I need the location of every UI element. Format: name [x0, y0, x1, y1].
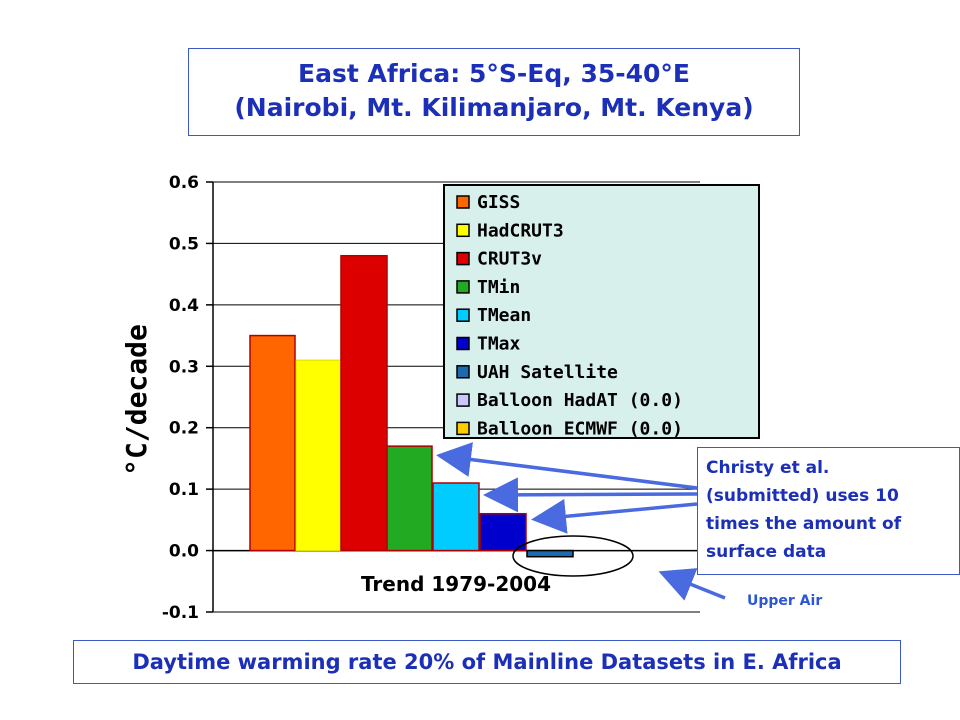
annotation-text: Christy et al. (submitted) uses 10 times… [706, 458, 902, 562]
annotation-arrow [531, 498, 698, 534]
chart-bars [249, 254, 574, 558]
legend-swatch [456, 336, 470, 351]
legend-swatch [456, 365, 470, 379]
y-tick-label: 0.0 [169, 542, 199, 562]
y-tick-label: 0.3 [169, 357, 199, 377]
legend-swatch [456, 223, 470, 238]
legend-label: TMax [477, 334, 521, 355]
legend-label: TMean [477, 305, 531, 326]
title-line-1: East Africa: 5°S-Eq, 35-40°E [298, 59, 690, 88]
x-axis-label: Trend 1979-2004 [361, 572, 551, 596]
title-line-2: (Nairobi, Mt. Kilimanjaro, Mt. Kenya) [234, 93, 754, 122]
legend-swatch [456, 308, 470, 322]
legend-swatch [456, 251, 470, 266]
y-tick-label: 0.4 [169, 296, 199, 316]
legend-label: UAH Satellite [477, 362, 618, 383]
annotation-arrow [483, 477, 698, 513]
annotation-arrows [436, 442, 726, 601]
bar-giss [249, 334, 296, 552]
annotation-arrow [658, 568, 726, 601]
bar-tmin [386, 445, 433, 552]
y-tick-label: 0.5 [169, 234, 199, 254]
upper-air-label: Upper Air [747, 593, 823, 609]
y-tick-label: 0.2 [169, 419, 199, 439]
annotation-box: Christy et al. (submitted) uses 10 times… [697, 447, 960, 575]
y-tick-label: 0.6 [169, 173, 199, 193]
bar-tmean [432, 482, 480, 552]
bar-crut3v [340, 254, 388, 552]
bar-tmax [479, 512, 527, 552]
legend-label: Balloon ECMWF (0.0) [477, 418, 683, 439]
legend-box [443, 184, 760, 439]
bar-uah-satellite [526, 549, 574, 558]
legend-swatch [456, 421, 470, 436]
legend-swatch [456, 280, 470, 294]
footer-text: Daytime warming rate 20% of Mainline Dat… [132, 650, 842, 674]
annotation-arrow [436, 442, 698, 490]
title-box: East Africa: 5°S-Eq, 35-40°E (Nairobi, M… [188, 48, 800, 136]
legend-label: HadCRUT3 [477, 220, 564, 241]
legend-label: Balloon HadAT (0.0) [477, 390, 683, 411]
legend-swatch [456, 195, 470, 209]
footer-box: Daytime warming rate 20% of Mainline Dat… [73, 640, 901, 684]
y-axis-label: °C/decade [120, 324, 153, 476]
legend-swatch [456, 393, 470, 407]
chart-legend: GISS HadCRUT3 CRUT3v TMin TMean TMax UAH Satel… [443, 184, 760, 439]
legend-label: TMin [477, 277, 520, 298]
upper-air-ellipse [512, 535, 634, 577]
y-tick-label: 0.1 [169, 480, 199, 500]
bar-hadcrut3 [295, 359, 342, 552]
legend-label: CRUT3v [477, 249, 542, 270]
y-tick-label: -0.1 [162, 603, 199, 623]
legend-label: GISS [477, 192, 520, 213]
